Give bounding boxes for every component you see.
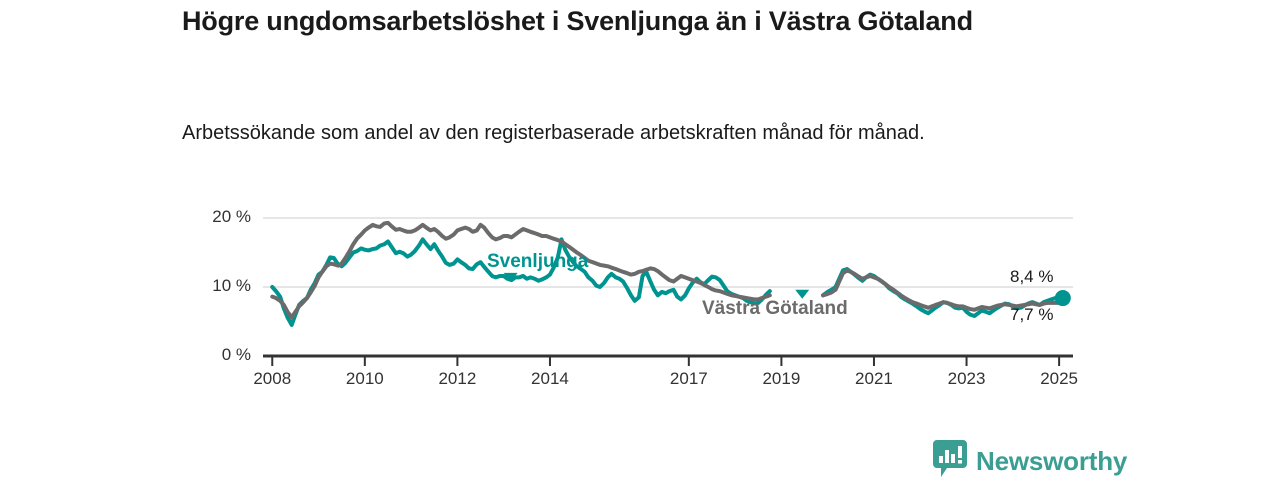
y-axis-tick-label: 20 %: [212, 207, 251, 226]
x-axis-tick-label: 2014: [531, 369, 569, 388]
end-value-svenljunga: 8,4 %: [1010, 267, 1054, 286]
x-axis-tick-label: 2021: [855, 369, 893, 388]
x-axis-tick-label: 2023: [947, 369, 986, 388]
newsworthy-wordmark: Newsworthy: [976, 446, 1128, 476]
x-axis-tick-label: 2012: [438, 369, 477, 388]
newsworthy-logo: Newsworthy: [933, 440, 1127, 483]
x-axis-tick-label: 2010: [345, 369, 384, 388]
newsworthy-bubble-chart-icon: [933, 440, 967, 483]
y-axis-tick-label: 10 %: [212, 276, 251, 295]
x-axis-tick-label: 2019: [762, 369, 801, 388]
series-label-vastra-gotaland: Västra Götaland: [702, 298, 848, 319]
series-label-svenljunga: Svenljunga: [487, 251, 589, 272]
y-axis-tick-label: 0 %: [221, 345, 251, 364]
x-axis-tick-label: 2008: [253, 369, 292, 388]
page-subtitle: Arbetssökande som andel av den registerb…: [182, 122, 925, 144]
x-axis-tick-label: 2017: [669, 369, 708, 388]
end-value-vastra-gotaland: 7,7 %: [1010, 305, 1054, 324]
x-axis-tick-label: 2025: [1040, 369, 1079, 388]
page-title: Högre ungdomsarbetslöshet i Svenljunga ä…: [182, 6, 973, 36]
